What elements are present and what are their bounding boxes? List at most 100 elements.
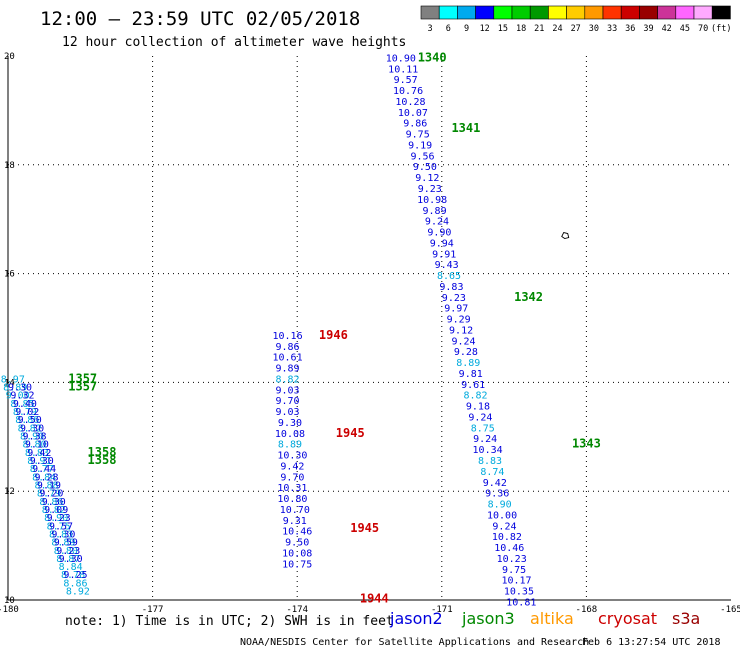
colorbar-swatch	[675, 5, 695, 20]
wave-height-label: 9.30	[278, 418, 302, 429]
wave-height-label: 8.88	[35, 480, 59, 491]
colorbar-swatch	[420, 5, 440, 20]
colorbar-swatch	[529, 5, 549, 20]
wave-height-label: 9.24	[451, 336, 475, 347]
wave-height-label: 8.77	[30, 464, 54, 475]
wave-height-label: 9.59	[54, 538, 78, 549]
wave-height-label: 10.82	[492, 532, 522, 543]
wave-height-label: 10.76	[393, 86, 423, 97]
colorbar-label: 39	[643, 24, 653, 34]
wave-height-label: 9.42	[483, 478, 507, 489]
colorbar-label: 12	[480, 24, 490, 34]
colorbar-swatch	[475, 5, 495, 20]
wave-height-label: 9.32	[10, 391, 34, 402]
wave-height-label: 9.42	[27, 448, 51, 459]
wave-height-label: 8.92	[66, 587, 90, 598]
colorbar-swatch	[693, 5, 713, 20]
wave-height-label: 9.50	[285, 538, 309, 549]
wave-height-label: 8.89	[51, 538, 75, 549]
wave-height-label: 9.30	[59, 554, 83, 565]
wave-height-label: 9.50	[413, 162, 437, 173]
wave-height-label: 8.91	[27, 456, 51, 467]
wave-height-label: 9.97	[444, 304, 468, 315]
wave-height-label: 9.30	[8, 383, 32, 394]
wave-height-label: 9.23	[47, 513, 71, 524]
wave-height-label: 9.19	[37, 480, 61, 491]
wave-height-label: 8.90	[44, 513, 68, 524]
colorbar-swatch	[511, 5, 531, 20]
wave-height-label: 8.82	[463, 391, 487, 402]
lat-tick-label: 10	[4, 596, 15, 606]
colorbar-swatch	[602, 5, 622, 20]
footer-timestamp: Feb 6 13:27:54 UTC 2018	[582, 637, 720, 648]
wave-height-label: 10.34	[473, 445, 503, 456]
wave-height-label: 9.02	[15, 407, 39, 418]
wave-height-label: 9.42	[280, 461, 304, 472]
lat-tick-label: 18	[4, 161, 15, 171]
wave-height-label: 9.61	[461, 380, 485, 391]
wave-height-label: 9.94	[430, 238, 454, 249]
wave-height-label: 9.70	[280, 472, 304, 483]
wave-height-label: 9.30	[51, 529, 75, 540]
wave-height-label: 8.75	[471, 423, 495, 434]
wave-height-label: 8.87	[56, 554, 80, 565]
wave-height-label: 9.75	[502, 565, 526, 576]
wave-height-label: 9.40	[13, 399, 37, 410]
wave-height-label: 9.03	[276, 407, 300, 418]
colorbar-label: (ft)	[711, 24, 731, 34]
wave-height-label: 9.24	[473, 434, 497, 445]
lon-tick-label: -168	[576, 605, 598, 615]
colorbar-label: 6	[446, 24, 451, 34]
wave-height-label: 9.70	[276, 396, 300, 407]
wave-height-label: 9.89	[423, 206, 447, 217]
wave-height-label: 8.82	[42, 505, 66, 516]
wave-height-label: 9.86	[276, 342, 300, 353]
time-label: 1342	[514, 290, 543, 304]
time-label: 1944	[360, 592, 389, 606]
island-outline	[561, 231, 570, 240]
wave-height-label: 9.24	[492, 521, 516, 532]
wave-height-label: 10.23	[497, 554, 527, 565]
wave-height-label: 9.75	[406, 130, 430, 141]
wave-height-label: 8.75	[47, 521, 71, 532]
colorbar-swatch	[566, 5, 586, 20]
lon-tick-label: -171	[431, 605, 453, 615]
colorbar-label: 42	[662, 24, 672, 34]
wave-height-label: 10.80	[277, 494, 307, 505]
wave-height-label: 9.29	[447, 315, 471, 326]
wave-height-label: 9.03	[276, 385, 300, 396]
lon-tick-label: -165	[720, 605, 740, 615]
wave-height-label: 10.11	[388, 64, 418, 75]
colorbar-label: 9	[464, 24, 469, 34]
time-label: 1341	[451, 121, 480, 135]
wave-height-label: 9.56	[410, 151, 434, 162]
colorbar-label: 30	[589, 24, 599, 34]
colorbar-swatch	[548, 5, 567, 20]
wave-height-label: 10.70	[280, 505, 310, 516]
time-label: 1357	[68, 380, 97, 394]
wave-height-label: 9.44	[32, 464, 56, 475]
wave-height-label: 9.81	[459, 369, 483, 380]
wave-height-label: 8.79	[37, 489, 61, 500]
wave-height-label: 9.30	[20, 423, 44, 434]
wave-height-label: 10.98	[417, 195, 447, 206]
colorbar: 3 6 9 12 15 18 21 24 27 30 33 36 39 42 45 70 (ft)	[420, 5, 732, 34]
wave-height-label: 10.61	[273, 353, 303, 364]
wave-height-label: 10.31	[277, 483, 307, 494]
colorbar-swatch	[639, 5, 658, 20]
wave-height-label: 9.50	[18, 415, 42, 426]
wave-height-label: 9.57	[394, 75, 418, 86]
wave-height-label: 8.89	[278, 440, 302, 451]
wave-height-label: 9.20	[39, 489, 63, 500]
lon-tick-label: -174	[286, 605, 308, 615]
wave-height-label: 9.90	[427, 228, 451, 239]
wave-height-label: 8.85	[10, 399, 34, 410]
wave-height-label: 10.07	[398, 108, 428, 119]
wave-height-label: 8.82	[18, 423, 42, 434]
footer-credit: NOAA/NESDIS Center for Satellite Applica…	[240, 637, 589, 648]
wave-height-label: 8.84	[32, 472, 56, 483]
data-marks: 10.9010.119.5710.7610.2810.079.869.759.1…	[1, 50, 601, 608]
legend-entry: altika	[530, 609, 574, 628]
footer-note: note: 1) Time is in UTC; 2) SWH is in fe…	[65, 614, 394, 629]
wave-height-label: 9.86	[403, 119, 427, 130]
